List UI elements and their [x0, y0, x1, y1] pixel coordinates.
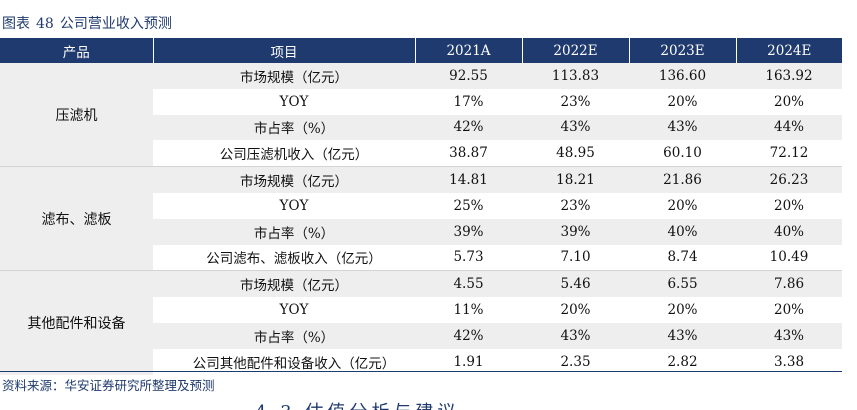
- cell-value: 42%: [415, 114, 522, 141]
- group-label: 压滤机: [0, 63, 153, 167]
- cell-value: 7.86: [736, 270, 842, 298]
- cell-value: 1.91: [453, 353, 484, 370]
- row-item: 公司滤布、滤板收入（亿元）: [206, 251, 382, 268]
- cell-value: 43%: [522, 114, 629, 141]
- caption-number: 48: [36, 16, 54, 32]
- cell-value: 43%: [629, 322, 736, 349]
- cell-value: 72.12: [769, 145, 809, 162]
- next-section-heading: 4.3 估值分析与建议: [255, 400, 459, 410]
- cell-value: 5.73: [453, 249, 484, 266]
- source-note: 资料来源：华安证券研究所整理及预测: [2, 378, 215, 393]
- cell-value: 20%: [667, 302, 698, 319]
- header-2023e: 2023E: [629, 38, 737, 63]
- cell-value: 2.35: [560, 353, 591, 370]
- table-bottom-rule: [0, 371, 842, 372]
- row-item: 市场规模（亿元）: [153, 166, 415, 193]
- row-item: 市占率（%）: [153, 218, 415, 245]
- table-header-row: 产品 项目 2021A 2022E 2023E 2024E: [0, 38, 842, 63]
- cell-value: 113.83: [522, 63, 629, 89]
- table-row: YOY 11% 20% 20% 20%: [0, 297, 842, 323]
- table-row: 滤布、滤板 市场规模（亿元） 14.81 18.21 21.86 26.23: [0, 166, 842, 271]
- cell-value: 3.38: [773, 353, 805, 370]
- group-other-parts-equipment: 其他配件和设备 市场规模（亿元） 4.55 5.46 6.55 7.86 YOY…: [0, 270, 842, 375]
- cell-value: 8.74: [667, 249, 698, 266]
- table-row: 公司压滤机收入（亿元） 38.87 48.95 60.10 72.12: [0, 140, 842, 166]
- row-item: 市占率（%）: [153, 114, 415, 141]
- cell-value: 23%: [560, 93, 591, 110]
- row-item: 公司其他配件和设备收入（亿元）: [192, 355, 396, 372]
- header-2024e: 2024E: [736, 38, 842, 63]
- group-label: 其他配件和设备: [0, 270, 153, 375]
- row-item: 市场规模（亿元）: [153, 63, 415, 89]
- cell-value: 136.60: [629, 63, 736, 89]
- caption-prefix: 图表: [2, 16, 30, 32]
- cell-value: 14.81: [415, 166, 522, 193]
- cell-value: 60.10: [663, 145, 702, 162]
- row-item: YOY: [279, 93, 309, 110]
- cell-value: 48.95: [556, 145, 595, 162]
- row-item: YOY: [279, 302, 309, 319]
- header-2022e: 2022E: [522, 38, 630, 63]
- table-row: 公司其他配件和设备收入（亿元） 1.91 2.35 2.82 3.38: [0, 349, 842, 375]
- cell-value: 6.55: [629, 270, 736, 298]
- cell-value: 42%: [415, 322, 522, 349]
- row-item: 公司压滤机收入（亿元）: [219, 147, 369, 164]
- cell-value: 40%: [736, 218, 842, 245]
- cell-value: 20%: [773, 93, 804, 110]
- cell-value: 4.55: [415, 270, 522, 298]
- cell-value: 43%: [736, 322, 842, 349]
- cell-value: 39%: [415, 218, 522, 245]
- cell-value: 39%: [522, 218, 629, 245]
- cell-value: 20%: [773, 197, 804, 214]
- cell-value: 21.86: [629, 166, 736, 193]
- group-filter-cloth-plate: 滤布、滤板 市场规模（亿元） 14.81 18.21 21.86 26.23 Y…: [0, 166, 842, 271]
- cell-value: 26.23: [736, 166, 842, 193]
- figure-caption: 图表 48 公司营业收入预测: [2, 13, 172, 33]
- cell-value: 18.21: [522, 166, 629, 193]
- row-item: YOY: [279, 197, 309, 214]
- cell-value: 7.10: [560, 249, 591, 266]
- cell-value: 20%: [667, 93, 698, 110]
- table-row: 市占率（%） 42% 43% 43% 44%: [0, 114, 842, 141]
- table-row: 市占率（%） 39% 39% 40% 40%: [0, 218, 842, 245]
- cell-value: 92.55: [415, 63, 522, 89]
- group-label: 滤布、滤板: [0, 166, 153, 271]
- cell-value: 20%: [667, 197, 698, 214]
- cell-value: 20%: [560, 302, 591, 319]
- revenue-forecast-table: 产品 项目 2021A 2022E 2023E 2024E 压滤机 市场规模（亿…: [0, 38, 842, 375]
- header-product: 产品: [0, 38, 154, 63]
- cell-value: 2.82: [667, 353, 698, 370]
- cell-value: 40%: [629, 218, 736, 245]
- group-filter-press: 压滤机 市场规模（亿元） 92.55 113.83 136.60 163.92 …: [0, 63, 842, 167]
- cell-value: 25%: [453, 197, 484, 214]
- table-row: 市占率（%） 42% 43% 43% 43%: [0, 322, 842, 349]
- table-row: YOY 25% 23% 20% 20%: [0, 193, 842, 219]
- row-item: 市占率（%）: [153, 322, 415, 349]
- table-row: 其他配件和设备 市场规模（亿元） 4.55 5.46 6.55 7.86: [0, 270, 842, 375]
- cell-value: 38.87: [449, 145, 488, 162]
- cell-value: 20%: [773, 302, 804, 319]
- cell-value: 11%: [453, 302, 484, 319]
- table-row: 压滤机 市场规模（亿元） 92.55 113.83 136.60 163.92: [0, 63, 842, 167]
- header-item: 项目: [153, 38, 416, 63]
- cell-value: 23%: [560, 197, 591, 214]
- caption-title: 公司营业收入预测: [59, 16, 172, 32]
- cell-value: 44%: [736, 114, 842, 141]
- header-2021a: 2021A: [415, 38, 523, 63]
- cell-value: 43%: [522, 322, 629, 349]
- cell-value: 17%: [453, 93, 484, 110]
- table-row: YOY 17% 23% 20% 20%: [0, 89, 842, 115]
- cell-value: 163.92: [736, 63, 842, 89]
- cell-value: 5.46: [522, 270, 629, 298]
- cell-value: 10.49: [769, 249, 809, 266]
- row-item: 市场规模（亿元）: [153, 270, 415, 298]
- cell-value: 43%: [629, 114, 736, 141]
- table-row: 公司滤布、滤板收入（亿元） 5.73 7.10 8.74 10.49: [0, 245, 842, 271]
